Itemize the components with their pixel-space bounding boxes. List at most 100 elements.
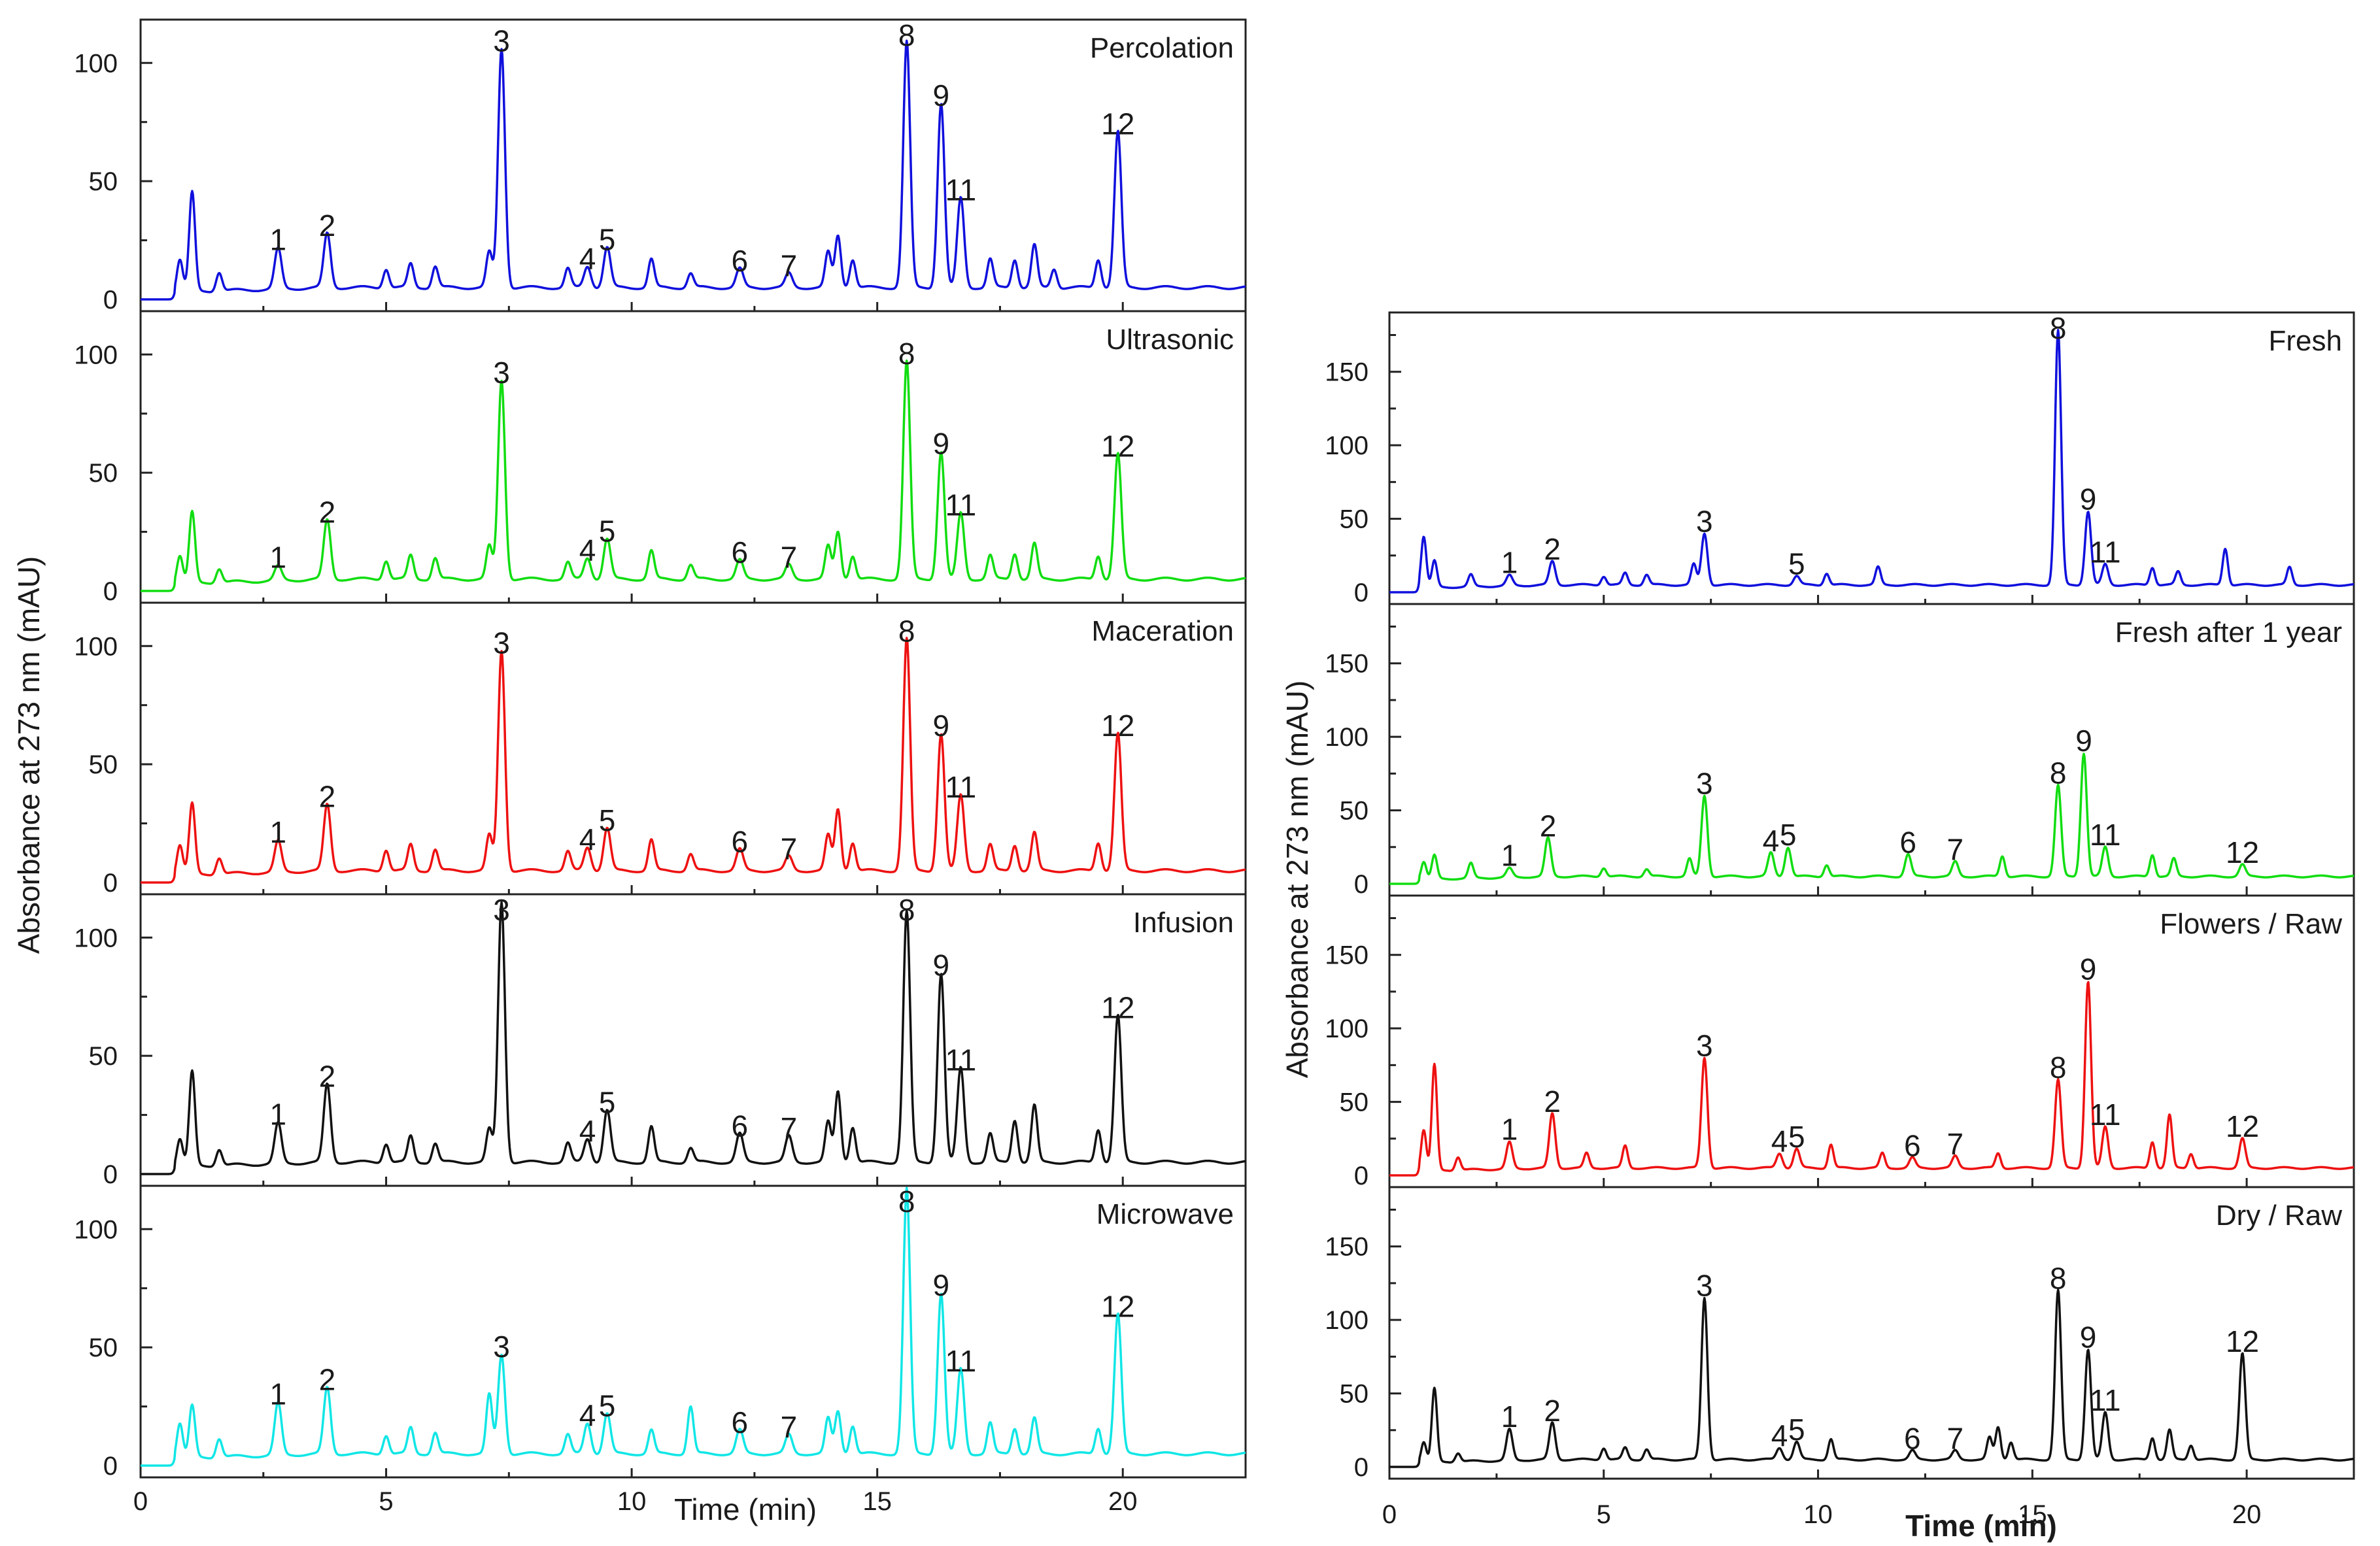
peak-label: 7 [1947, 1422, 1964, 1456]
peak-label: 8 [2050, 1261, 2067, 1295]
y-tick-label: 0 [1354, 1162, 1368, 1190]
peak-label: 2 [1544, 1394, 1561, 1428]
chromatogram-trace [1389, 981, 2354, 1177]
peak-label: 11 [945, 770, 976, 804]
peak-label: 8 [2050, 311, 2067, 345]
peak-label: 7 [781, 832, 798, 865]
x-tick-label: 20 [2232, 1500, 2262, 1529]
peak-label: 2 [1544, 532, 1561, 566]
y-tick-label: 50 [89, 750, 118, 779]
peak-label: 12 [2226, 1324, 2259, 1358]
peak-label: 3 [493, 356, 510, 390]
peak-label: 2 [319, 780, 336, 814]
peak-label: 8 [898, 337, 915, 371]
peak-label: 7 [1947, 1127, 1964, 1161]
x-tick-label: 5 [379, 1487, 393, 1516]
peak-label: 11 [2090, 1383, 2121, 1417]
peak-label: 3 [493, 1330, 510, 1364]
chromatogram-trace [140, 359, 1246, 592]
peak-label: 4 [579, 1114, 596, 1148]
y-tick-label: 0 [103, 1452, 118, 1481]
y-tick-label: 0 [1354, 579, 1368, 607]
y-tick-label: 0 [1354, 870, 1368, 899]
peak-label: 7 [781, 1410, 798, 1444]
panel-title: Microwave [1096, 1198, 1234, 1230]
chromatogram-trace [140, 901, 1246, 1175]
peak-label: 2 [319, 1363, 336, 1397]
peak-label: 12 [2226, 835, 2259, 869]
peak-label: 5 [1780, 818, 1797, 852]
left-x-axis-title: Time (min) [674, 1492, 817, 1526]
peak-label: 9 [2080, 1320, 2097, 1354]
peak-label: 8 [2050, 756, 2067, 790]
peak-label: 11 [2090, 818, 2121, 852]
y-tick-label: 100 [1325, 431, 1368, 460]
peak-label: 2 [319, 496, 336, 529]
y-tick-label: 150 [1325, 941, 1368, 970]
peak-label: 12 [1101, 709, 1134, 743]
peak-label: 3 [493, 626, 510, 660]
y-tick-label: 50 [1340, 505, 1369, 534]
chromatogram-trace [1389, 752, 2354, 885]
peak-label: 5 [599, 1389, 616, 1423]
y-tick-label: 100 [74, 924, 118, 952]
peak-label: 1 [270, 223, 287, 257]
peak-label: 3 [1696, 504, 1713, 538]
y-tick-label: 0 [103, 577, 118, 606]
peak-label: 5 [599, 223, 616, 257]
peak-label: 9 [933, 427, 950, 461]
peak-label: 4 [579, 241, 596, 275]
peak-label: 1 [270, 1098, 287, 1132]
peak-label: 4 [1771, 1124, 1788, 1158]
peak-label: 6 [732, 1405, 749, 1439]
panel-frame [139, 310, 1247, 604]
panel-title: Ultrasonic [1106, 324, 1234, 356]
chromatogram-trace [1389, 329, 2354, 594]
panel-title: Fresh after 1 year [2115, 616, 2342, 648]
peak-label: 4 [579, 822, 596, 856]
peak-label: 12 [1101, 429, 1134, 463]
panel-title: Flowers / Raw [2160, 908, 2342, 940]
peak-label: 1 [270, 1377, 287, 1411]
panel-frame [1388, 311, 2355, 605]
y-tick-label: 100 [1325, 1306, 1368, 1335]
peak-label: 4 [1771, 1419, 1788, 1453]
peak-label: 1 [1501, 545, 1518, 579]
peak-label: 9 [933, 949, 950, 983]
peak-label: 2 [1544, 1084, 1561, 1118]
peak-label: 5 [1788, 547, 1805, 581]
y-tick-label: 100 [74, 632, 118, 661]
panel-frame [139, 893, 1247, 1187]
peak-label: 9 [933, 1268, 950, 1302]
peak-label: 2 [319, 1060, 336, 1094]
panel-frame [139, 18, 1247, 312]
panel-frame [1388, 1186, 2355, 1480]
peak-label: 5 [599, 1085, 616, 1119]
y-tick-label: 0 [103, 869, 118, 898]
peak-label: 9 [2080, 482, 2097, 516]
peak-label: 3 [1696, 766, 1713, 800]
peak-label: 6 [1904, 1422, 1921, 1456]
peak-label: 3 [493, 24, 510, 58]
panel-title: Maceration [1091, 615, 1234, 647]
y-tick-label: 100 [74, 49, 118, 78]
x-tick-label: 10 [1803, 1500, 1833, 1529]
peak-label: 1 [1501, 839, 1518, 873]
peak-label: 5 [1788, 1120, 1805, 1154]
y-tick-label: 50 [1340, 1088, 1369, 1117]
x-tick-label: 0 [133, 1487, 148, 1516]
y-tick-label: 50 [89, 459, 118, 488]
y-tick-label: 0 [103, 286, 118, 314]
right-y-axis-title: Absorbance at 273 nm (mAU) [1280, 681, 1314, 1079]
peak-label: 1 [1501, 1113, 1518, 1147]
peak-label: 6 [732, 1109, 749, 1143]
y-tick-label: 150 [1325, 358, 1368, 387]
peak-label: 2 [319, 209, 336, 243]
peak-label: 6 [732, 824, 749, 858]
